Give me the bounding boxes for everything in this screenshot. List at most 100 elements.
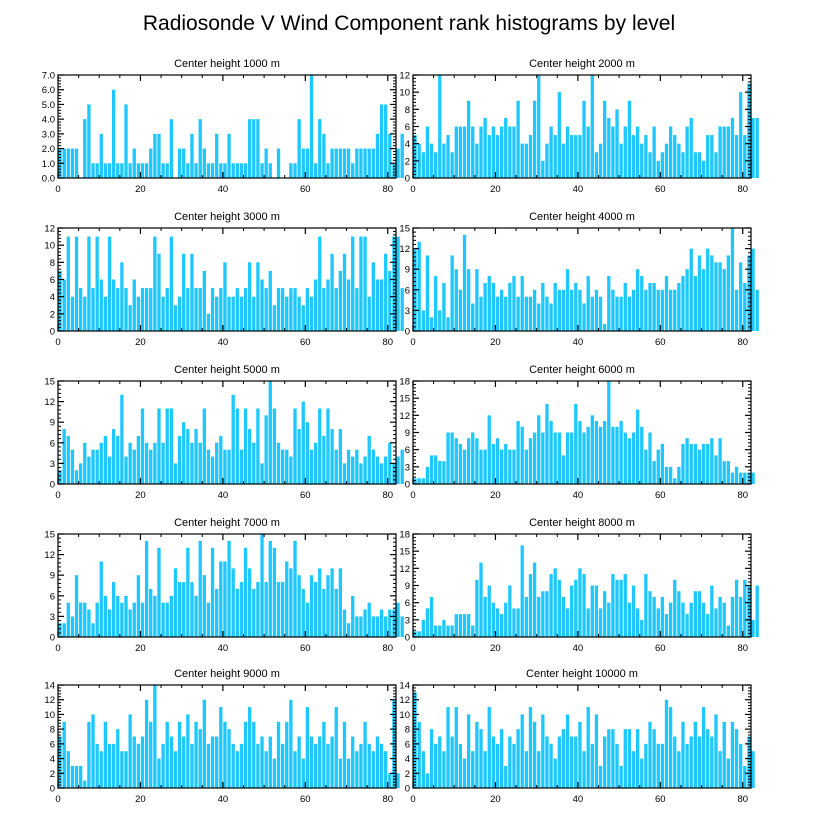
histogram-bar bbox=[516, 100, 520, 178]
histogram-bar bbox=[574, 403, 578, 484]
histogram-bar bbox=[483, 596, 487, 637]
histogram-bar bbox=[689, 736, 693, 788]
histogram-bar bbox=[586, 608, 590, 637]
histogram-bar bbox=[157, 758, 161, 788]
histogram-bar bbox=[326, 743, 330, 788]
histogram-bar bbox=[693, 152, 698, 178]
histogram-bar bbox=[248, 119, 252, 178]
histogram-bar bbox=[442, 143, 446, 178]
histogram-bar bbox=[338, 429, 343, 484]
histogram-bar bbox=[516, 296, 520, 331]
histogram-bar bbox=[95, 743, 99, 788]
x-tick-label: 0 bbox=[55, 643, 60, 654]
histogram-bar bbox=[132, 148, 136, 178]
histogram-bar bbox=[574, 135, 578, 178]
histogram-bar bbox=[392, 236, 396, 331]
y-tick-label: 12 bbox=[399, 411, 410, 422]
plot-frame bbox=[57, 380, 397, 485]
histogram-bar bbox=[685, 614, 689, 637]
histogram-bar bbox=[177, 582, 182, 637]
histogram-bar bbox=[198, 288, 202, 331]
histogram-bar bbox=[103, 296, 108, 331]
histogram-bar bbox=[479, 729, 483, 788]
x-tick-label: 60 bbox=[655, 490, 666, 501]
x-tick-label: 40 bbox=[573, 337, 584, 348]
histogram-bar bbox=[495, 608, 500, 637]
histogram-bar bbox=[375, 279, 380, 331]
histogram-bar bbox=[186, 429, 190, 484]
y-tick-label: 0 bbox=[405, 174, 410, 185]
panel-title: Center height 3000 m bbox=[174, 211, 280, 223]
histogram-bar bbox=[508, 736, 512, 788]
histogram-bar bbox=[285, 561, 289, 637]
y-tick-label: 0 bbox=[50, 480, 55, 491]
histogram-bar bbox=[545, 403, 549, 484]
histogram-bar bbox=[429, 729, 434, 788]
histogram-bar bbox=[553, 568, 557, 637]
x-tick-label: 40 bbox=[218, 184, 229, 195]
histogram-bar bbox=[202, 270, 206, 331]
histogram-bar bbox=[62, 721, 66, 788]
histogram-bar bbox=[190, 743, 194, 788]
histogram-bar bbox=[74, 765, 79, 788]
histogram-bar bbox=[342, 148, 347, 178]
histogram-bar bbox=[318, 236, 322, 331]
histogram-bar bbox=[458, 443, 463, 484]
histogram-bar bbox=[313, 582, 318, 637]
histogram-bar bbox=[487, 707, 491, 788]
histogram-bar bbox=[206, 743, 211, 788]
histogram-bar bbox=[524, 751, 529, 788]
histogram-bar bbox=[603, 100, 607, 178]
panel-title: Center height 7000 m bbox=[174, 517, 280, 529]
histogram-bar bbox=[652, 596, 656, 637]
histogram-bar bbox=[623, 126, 627, 178]
histogram-bar bbox=[260, 163, 264, 178]
histogram-bar bbox=[673, 478, 677, 484]
histogram-bar bbox=[58, 270, 62, 331]
histogram-bar bbox=[87, 456, 91, 484]
histogram-bar bbox=[260, 463, 264, 484]
histogram-bar bbox=[99, 133, 103, 178]
histogram-bar bbox=[677, 143, 681, 178]
histogram-bar bbox=[611, 574, 615, 637]
histogram-bar bbox=[734, 289, 739, 331]
histogram-bar bbox=[710, 585, 714, 637]
histogram-bar bbox=[161, 602, 165, 637]
histogram-bar bbox=[710, 736, 714, 788]
y-tick-label: 6 bbox=[50, 739, 55, 750]
y-tick-label: 0 bbox=[50, 327, 55, 338]
x-tick-label: 80 bbox=[382, 184, 393, 195]
histogram-bar bbox=[635, 729, 640, 788]
histogram-bar bbox=[252, 588, 256, 637]
histogram-bar bbox=[99, 561, 103, 637]
histogram-bar bbox=[710, 438, 714, 484]
histogram-bar bbox=[438, 625, 442, 637]
histogram-bar bbox=[268, 736, 272, 788]
histogram-bar bbox=[677, 466, 681, 484]
histogram-bar bbox=[124, 288, 128, 331]
histogram-bar bbox=[739, 472, 743, 484]
y-tick-label: 10 bbox=[44, 241, 55, 252]
histogram-bar bbox=[206, 163, 211, 178]
histogram-bar bbox=[334, 449, 338, 484]
histogram-panel-2: Center height 2000 m 0 20 40 60 80 0 2 4 6 8 10 12 bbox=[399, 58, 759, 195]
histogram-bar bbox=[260, 736, 264, 788]
histogram-bar bbox=[215, 296, 219, 331]
histogram-bar bbox=[157, 253, 161, 331]
histogram-bar bbox=[243, 163, 248, 178]
histogram-bar bbox=[346, 758, 351, 788]
histogram-bar bbox=[553, 135, 557, 178]
histogram-bar bbox=[697, 736, 702, 788]
histogram-bar bbox=[153, 442, 157, 484]
histogram-bar bbox=[70, 449, 75, 484]
histogram-bar bbox=[223, 262, 227, 331]
histogram-bar bbox=[652, 729, 656, 788]
histogram-bar bbox=[710, 135, 714, 178]
histogram-bar bbox=[87, 104, 91, 178]
y-tick-label: 4 bbox=[50, 292, 55, 303]
histogram-bar bbox=[454, 438, 458, 484]
histogram-bar bbox=[631, 432, 636, 484]
histogram-bar bbox=[734, 135, 739, 178]
histogram-bar bbox=[276, 148, 281, 178]
histogram-bar bbox=[475, 269, 479, 331]
